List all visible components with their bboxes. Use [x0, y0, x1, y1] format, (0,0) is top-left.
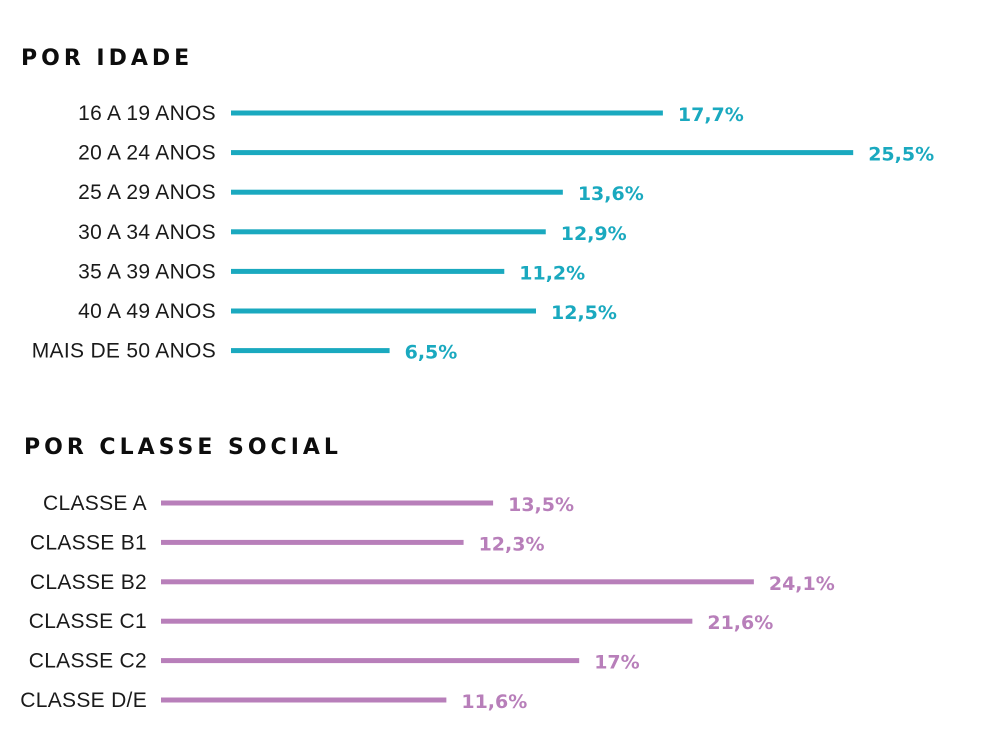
age-value-label: 6,5% — [405, 342, 458, 364]
chart-title-age: POR IDADE — [21, 46, 193, 71]
age-category-label: 16 A 19 ANOS — [78, 102, 216, 125]
age-category-label: MAIS DE 50 ANOS — [32, 340, 216, 363]
class-value-label: 17% — [594, 652, 639, 674]
class-category-label: CLASSE B2 — [30, 571, 147, 594]
class-bar — [161, 500, 494, 506]
age-bar — [231, 110, 663, 116]
class-bar — [161, 697, 447, 703]
class-value-label: 11,6% — [461, 691, 527, 713]
age-value-label: 12,5% — [551, 302, 617, 324]
class-value-label: 24,1% — [769, 573, 835, 595]
class-bar — [161, 579, 754, 585]
class-category-label: CLASSE C2 — [29, 650, 147, 673]
chart-title-class: POR CLASSE SOCIAL — [24, 435, 342, 460]
class-category-label: CLASSE A — [43, 492, 147, 515]
age-bar — [231, 308, 536, 314]
class-value-label: 12,3% — [479, 533, 545, 555]
class-bar — [161, 539, 464, 545]
age-bar — [231, 268, 505, 274]
class-value-label: 21,6% — [707, 612, 773, 634]
age-chart: 16 A 19 ANOS 17,7% 20 A 24 ANOS 25,5% 25 A 2… — [32, 102, 934, 364]
age-bar — [231, 189, 563, 195]
age-value-label: 12,9% — [561, 223, 627, 245]
class-category-label: CLASSE C1 — [29, 610, 147, 633]
class-bar — [161, 658, 580, 664]
age-value-label: 13,6% — [578, 183, 644, 205]
age-value-label: 17,7% — [678, 104, 744, 126]
class-category-label: CLASSE D/E — [20, 689, 147, 712]
class-category-label: CLASSE B1 — [30, 531, 147, 554]
age-category-label: 30 A 34 ANOS — [78, 221, 216, 244]
age-category-label: 20 A 24 ANOS — [78, 142, 216, 165]
age-category-label: 25 A 29 ANOS — [78, 181, 216, 204]
age-category-label: 40 A 49 ANOS — [78, 300, 216, 323]
age-bar — [231, 229, 546, 235]
age-bar — [231, 348, 390, 354]
age-value-label: 11,2% — [519, 262, 585, 284]
age-value-label: 25,5% — [868, 144, 934, 166]
age-bar — [231, 150, 854, 156]
class-bar — [161, 618, 693, 624]
social-class-chart: CLASSE A 13,5% CLASSE B1 12,3% CLASSE B2 24,1… — [20, 492, 835, 713]
class-value-label: 13,5% — [508, 494, 574, 516]
age-category-label: 35 A 39 ANOS — [78, 260, 216, 283]
